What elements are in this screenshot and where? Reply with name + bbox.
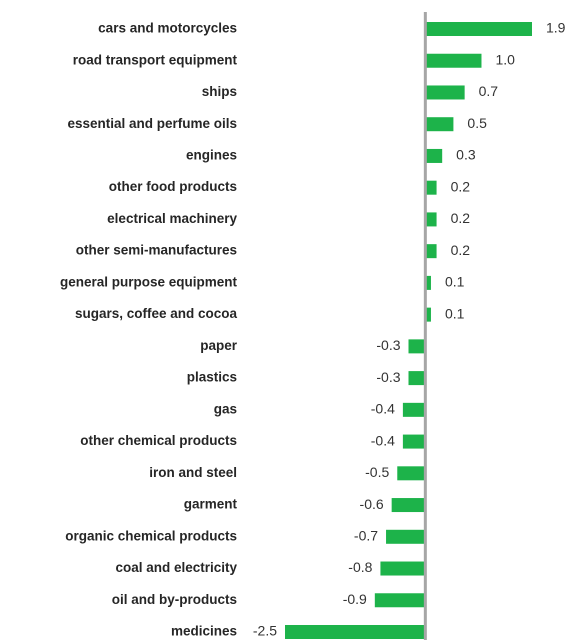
category-label: ships: [202, 84, 237, 99]
bar: [397, 466, 426, 481]
bar: [425, 85, 465, 100]
value-label: 0.2: [451, 178, 471, 194]
bar: [425, 212, 437, 227]
category-label: road transport equipment: [73, 52, 238, 67]
category-label: other semi-manufactures: [76, 243, 237, 258]
value-label: 0.2: [451, 210, 471, 226]
value-label: -0.3: [376, 337, 400, 353]
value-label: 0.3: [456, 147, 476, 163]
bar: [425, 117, 454, 132]
value-label: 1.9: [546, 20, 566, 36]
category-label: engines: [186, 148, 237, 163]
bar: [402, 434, 426, 449]
value-label: 0.2: [451, 242, 471, 258]
value-label: -0.5: [365, 464, 389, 480]
value-label: -2.5: [253, 623, 277, 639]
value-label: 0.7: [479, 83, 499, 99]
value-label: 0.1: [445, 274, 465, 290]
category-label: cars and motorcycles: [98, 21, 237, 36]
category-label: paper: [200, 338, 238, 353]
category-label: sugars, coffee and cocoa: [75, 306, 238, 321]
category-label: oil and by-products: [112, 592, 237, 607]
category-label: medicines: [171, 624, 237, 639]
bar: [425, 307, 431, 322]
bar: [425, 180, 437, 195]
bar: [374, 593, 426, 608]
value-label: -0.8: [348, 559, 372, 575]
value-label: -0.7: [354, 527, 378, 543]
bar: [402, 402, 426, 417]
category-label: other chemical products: [80, 433, 237, 448]
bar: [386, 529, 426, 544]
value-label: -0.3: [376, 369, 400, 385]
category-label: other food products: [109, 179, 237, 194]
bar: [425, 275, 431, 290]
category-label: gas: [214, 401, 237, 416]
category-label: electrical machinery: [107, 211, 237, 226]
value-label: 0.1: [445, 305, 465, 321]
bar: [425, 22, 532, 36]
category-label: essential and perfume oils: [67, 116, 237, 131]
category-label: iron and steel: [149, 465, 237, 480]
category-label: plastics: [187, 370, 237, 385]
category-label: garment: [184, 497, 238, 512]
category-label: organic chemical products: [65, 528, 237, 543]
bar: [285, 625, 426, 639]
category-label: coal and electricity: [115, 560, 237, 575]
value-label: 0.5: [467, 115, 487, 131]
bar: [391, 498, 426, 513]
bar: [408, 339, 426, 354]
bar: [408, 371, 426, 386]
bar: [380, 561, 426, 576]
value-label: -0.4: [371, 432, 395, 448]
value-label: -0.9: [343, 591, 367, 607]
value-label: -0.6: [360, 496, 384, 512]
bar: [425, 53, 482, 68]
category-label: general purpose equipment: [60, 274, 238, 289]
value-label: 1.0: [495, 51, 515, 67]
bar: [425, 148, 443, 163]
value-label: -0.4: [371, 401, 395, 417]
bar: [425, 244, 437, 259]
